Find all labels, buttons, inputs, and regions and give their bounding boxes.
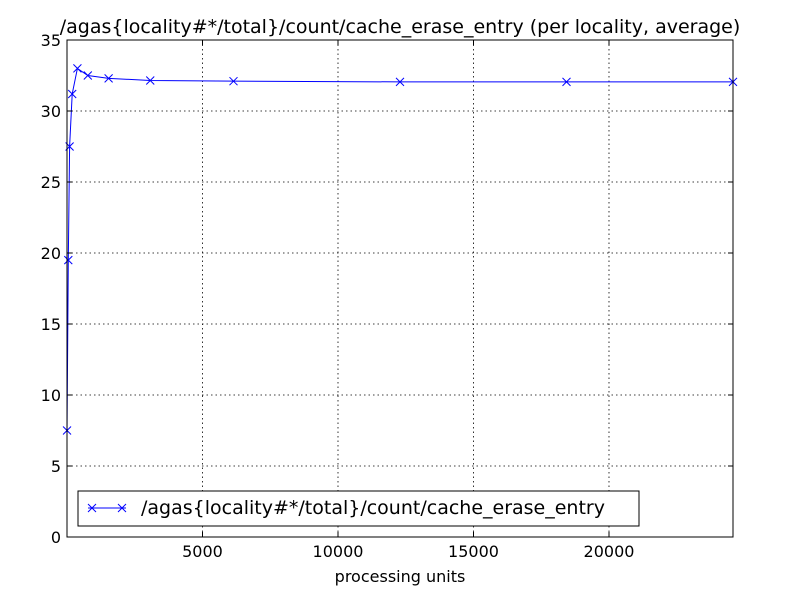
x-tick-label: 20000 [584,542,635,561]
y-tick-label: 30 [41,102,61,121]
data-point-marker [145,76,155,85]
data-point-marker [67,89,77,99]
data-point-marker [63,255,73,265]
series-layer [62,64,738,435]
chart-title: /agas{locality#*/total}/count/cache_eras… [60,16,741,38]
legend-box [77,490,640,527]
legend-marker-icon [117,503,127,513]
x-tick-label: 10000 [313,542,364,561]
data-point-marker [73,64,82,73]
data-point-marker [104,73,113,83]
tick-layer: 5000 10000 15000 20000 0 5 10 15 20 25 30 35 [41,31,733,561]
legend-marker-icon [87,503,97,513]
legend-marker-samples [87,503,127,513]
data-point-marker [229,76,238,86]
legend: /agas{locality#*/total}/count/cache_eras… [77,490,640,527]
y-tick-label: 5 [51,457,61,476]
data-point-marker [562,77,571,87]
data-point-marker [83,71,93,80]
y-tick-label: 35 [41,31,61,50]
x-tick-label: 5000 [182,542,223,561]
y-tick-label: 15 [41,315,61,334]
x-axis-label: processing units [335,567,466,586]
series-line [66,67,733,431]
x-tick-label: 15000 [448,542,499,561]
y-tick-label: 10 [41,386,61,405]
y-tick-label: 25 [41,173,61,192]
plot-area-frame [66,39,734,538]
legend-entry-label: /agas{locality#*/total}/count/cache_eras… [141,497,605,519]
grid-layer [67,40,733,537]
data-point-marker [395,77,405,87]
y-tick-label: 20 [41,244,61,263]
y-tick-label: 0 [51,528,61,547]
